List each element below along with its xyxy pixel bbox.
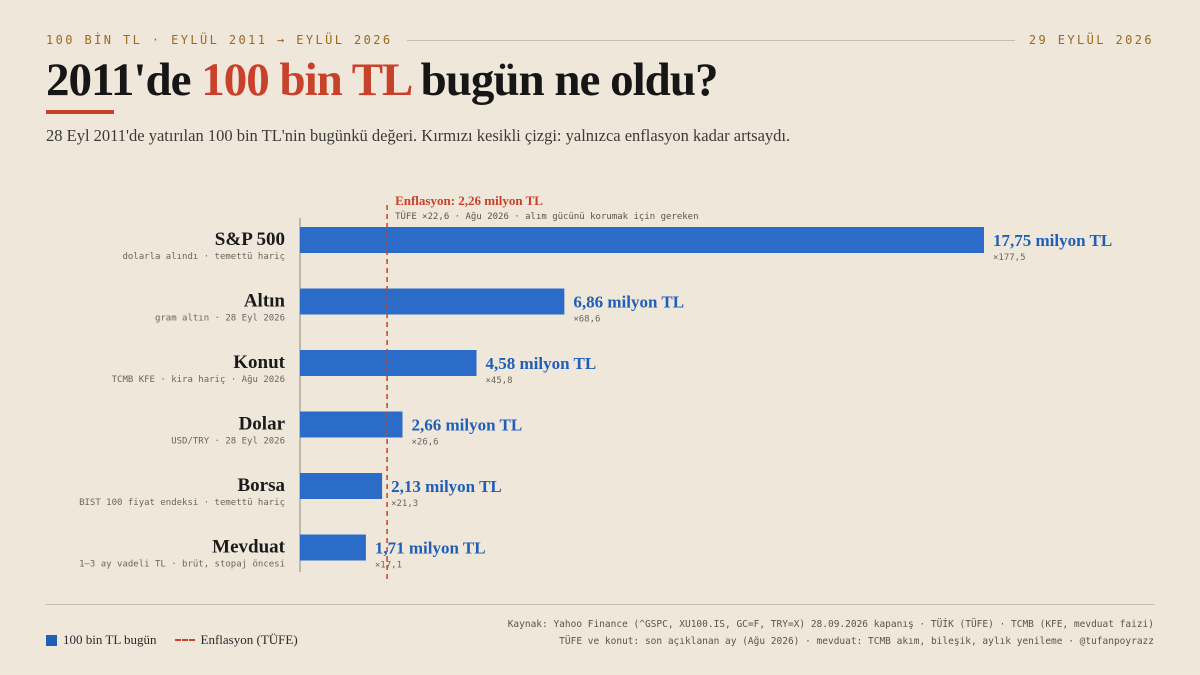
title-part2: bugün ne oldu? [409, 54, 719, 106]
multiplier-label-1: ×68,6 [573, 315, 600, 325]
inflation-sublabel: TÜFE ×22,6 · Ağu 2026 · alım gücünü koru… [395, 211, 698, 222]
legend-bar-swatch [46, 634, 57, 646]
category-label-1: Altın [244, 291, 286, 312]
category-label-0: S&P 500 [215, 229, 285, 250]
category-note-1: gram altın · 28 Eyl 2026 [155, 314, 285, 324]
legend-bar-label: 100 bin TL bugün [63, 632, 157, 647]
kicker: 100 BİN TL · EYLÜL 2011 → EYLÜL 2026 29 … [46, 32, 1154, 48]
kicker-rule [406, 39, 1015, 41]
title-accent: 100 bin TL [201, 54, 411, 106]
category-label-4: Borsa [238, 475, 286, 496]
category-note-0: dolarla alındı · temettü hariç [122, 252, 285, 262]
value-label-2: 4,58 milyon TL [485, 354, 596, 373]
bar-1 [300, 288, 565, 315]
value-label-5: 1,71 milyon TL [375, 539, 486, 558]
source-line-1: Kaynak: Yahoo Finance (^GSPC, XU100.IS, … [507, 619, 1154, 630]
footer-divider [46, 604, 1154, 605]
bar-2 [300, 350, 477, 376]
page-title: 2011'de 100 bin TL bugün ne oldu? [46, 54, 719, 106]
multiplier-label-5: ×17,1 [375, 561, 402, 571]
category-label-2: Konut [233, 352, 285, 373]
multiplier-label-4: ×21,3 [391, 499, 418, 509]
subtitle: 28 Eyl 2011'de yatırılan 100 bin TL'nin … [46, 126, 791, 145]
legend-dash-swatch [174, 639, 195, 641]
bar-0 [300, 227, 984, 253]
kicker-date: 29 EYLÜL 2026 [1028, 33, 1154, 47]
category-note-4: BIST 100 fiyat endeksi · temettü hariç [79, 498, 285, 508]
source-note: Kaynak: Yahoo Finance (^GSPC, XU100.IS, … [508, 616, 1154, 650]
legend: 100 bin TL bugün Enflasyon (TÜFE) [46, 632, 298, 648]
bar-4 [300, 473, 383, 499]
bar-5 [300, 534, 366, 561]
category-label-5: Mevduat [212, 537, 286, 558]
title-part1: 2011'de [46, 54, 202, 106]
category-note-2: TCMB KFE · kira hariç · Ağu 2026 [112, 375, 285, 385]
value-label-1: 6,86 milyon TL [573, 293, 684, 312]
inflation-label: Enflasyon: 2,26 milyon TL [395, 193, 543, 208]
category-note-3: USD/TRY · 28 Eyl 2026 [171, 437, 285, 447]
bar-3 [300, 411, 403, 438]
legend-line-label: Enflasyon (TÜFE) [200, 632, 298, 647]
value-label-0: 17,75 milyon TL [993, 231, 1112, 250]
value-label-4: 2,13 milyon TL [391, 477, 502, 496]
bar-chart: S&P 500 dolarla alındı · temettü hariç 17,… [79, 193, 1112, 582]
category-label-3: Dolar [239, 414, 286, 435]
value-label-3: 2,66 milyon TL [412, 416, 523, 435]
multiplier-label-3: ×26,6 [412, 438, 439, 448]
multiplier-label-2: ×45,8 [485, 376, 512, 386]
title-underline [46, 110, 114, 114]
multiplier-label-0: ×177,5 [993, 253, 1026, 263]
source-line-2: TÜFE ve konut: son açıklanan ay (Ağu 202… [559, 636, 1154, 647]
kicker-left: 100 BİN TL · EYLÜL 2011 → EYLÜL 2026 [46, 33, 393, 47]
category-note-5: 1–3 ay vadeli TL · brüt, stopaj öncesi [79, 560, 285, 570]
